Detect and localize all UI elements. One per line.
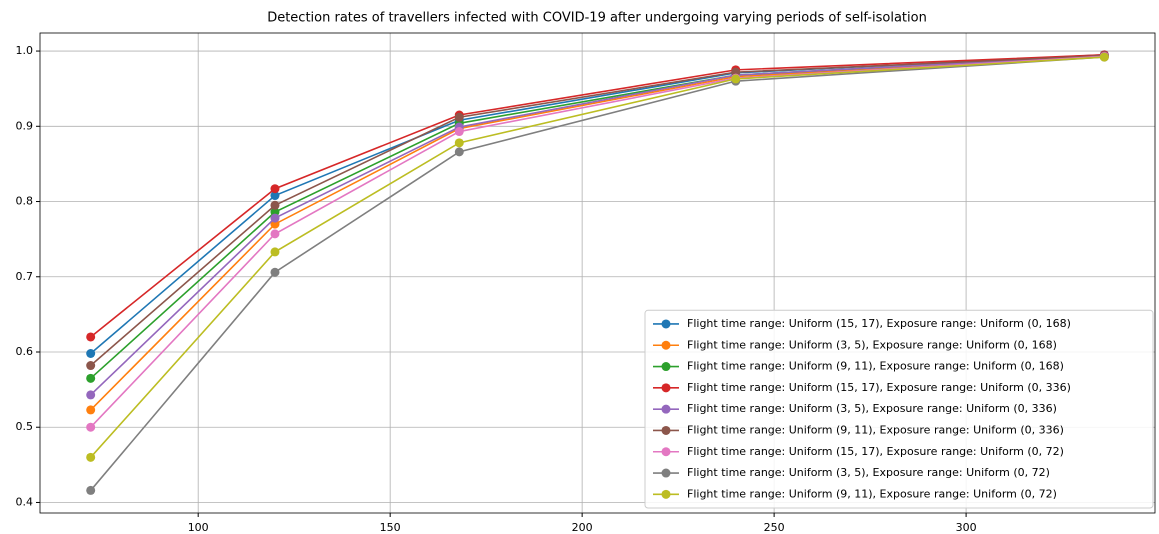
x-tick-label: 250 — [764, 521, 785, 534]
point — [86, 452, 96, 462]
legend-marker — [661, 319, 671, 329]
y-tick-label: 0.4 — [16, 495, 34, 508]
y-tick-label: 0.9 — [16, 119, 34, 132]
plot-frame — [39, 32, 1156, 514]
y-tick-label: 0.7 — [16, 270, 34, 283]
legend-marker — [661, 489, 671, 499]
legend-label: Flight time range: Uniform (3, 5), Expos… — [687, 402, 1057, 415]
legend-box — [644, 309, 1154, 509]
point — [86, 422, 96, 432]
legend-marker — [661, 340, 671, 350]
legend-label: Flight time range: Uniform (15, 17), Exp… — [687, 445, 1064, 458]
point — [86, 485, 96, 495]
x-tick-label: 150 — [380, 521, 401, 534]
point — [86, 390, 96, 400]
point — [454, 147, 464, 157]
legend-label: Flight time range: Uniform (9, 11), Expo… — [687, 423, 1064, 436]
x-tick-label: 300 — [956, 521, 977, 534]
legend-label: Flight time range: Uniform (3, 5), Expos… — [687, 338, 1057, 351]
y-tick-label: 0.5 — [16, 420, 34, 433]
legend-marker — [661, 404, 671, 414]
point — [454, 112, 464, 122]
legend-label: Flight time range: Uniform (15, 17), Exp… — [687, 317, 1071, 330]
point — [86, 373, 96, 383]
point — [86, 405, 96, 415]
point — [270, 267, 280, 277]
x-tick-label: 200 — [572, 521, 593, 534]
y-tick-label: 0.8 — [16, 195, 34, 208]
point — [731, 74, 741, 84]
legend-marker — [661, 468, 671, 478]
point — [270, 247, 280, 257]
legend-marker — [661, 447, 671, 457]
legend-label: Flight time range: Uniform (9, 11), Expo… — [687, 360, 1064, 373]
point — [1099, 52, 1109, 62]
point — [86, 361, 96, 371]
y-tick-label: 1.0 — [16, 44, 34, 57]
legend-label: Flight time range: Uniform (9, 11), Expo… — [687, 487, 1057, 500]
point — [86, 332, 96, 342]
point — [270, 191, 280, 201]
y-tick-label: 0.6 — [16, 345, 34, 358]
chart-title: Detection rates of travellers infected w… — [267, 11, 927, 26]
point — [270, 213, 280, 223]
point — [270, 229, 280, 239]
legend-marker — [661, 425, 671, 435]
x-tick-label: 100 — [188, 521, 209, 534]
point — [270, 184, 280, 194]
legend-label: Flight time range: Uniform (3, 5), Expos… — [687, 466, 1050, 479]
legend-marker — [661, 383, 671, 393]
point — [454, 138, 464, 148]
legend-label: Flight time range: Uniform (15, 17), Exp… — [687, 381, 1071, 394]
point — [270, 200, 280, 210]
legend-marker — [661, 362, 671, 372]
point — [86, 349, 96, 359]
point — [454, 127, 464, 137]
